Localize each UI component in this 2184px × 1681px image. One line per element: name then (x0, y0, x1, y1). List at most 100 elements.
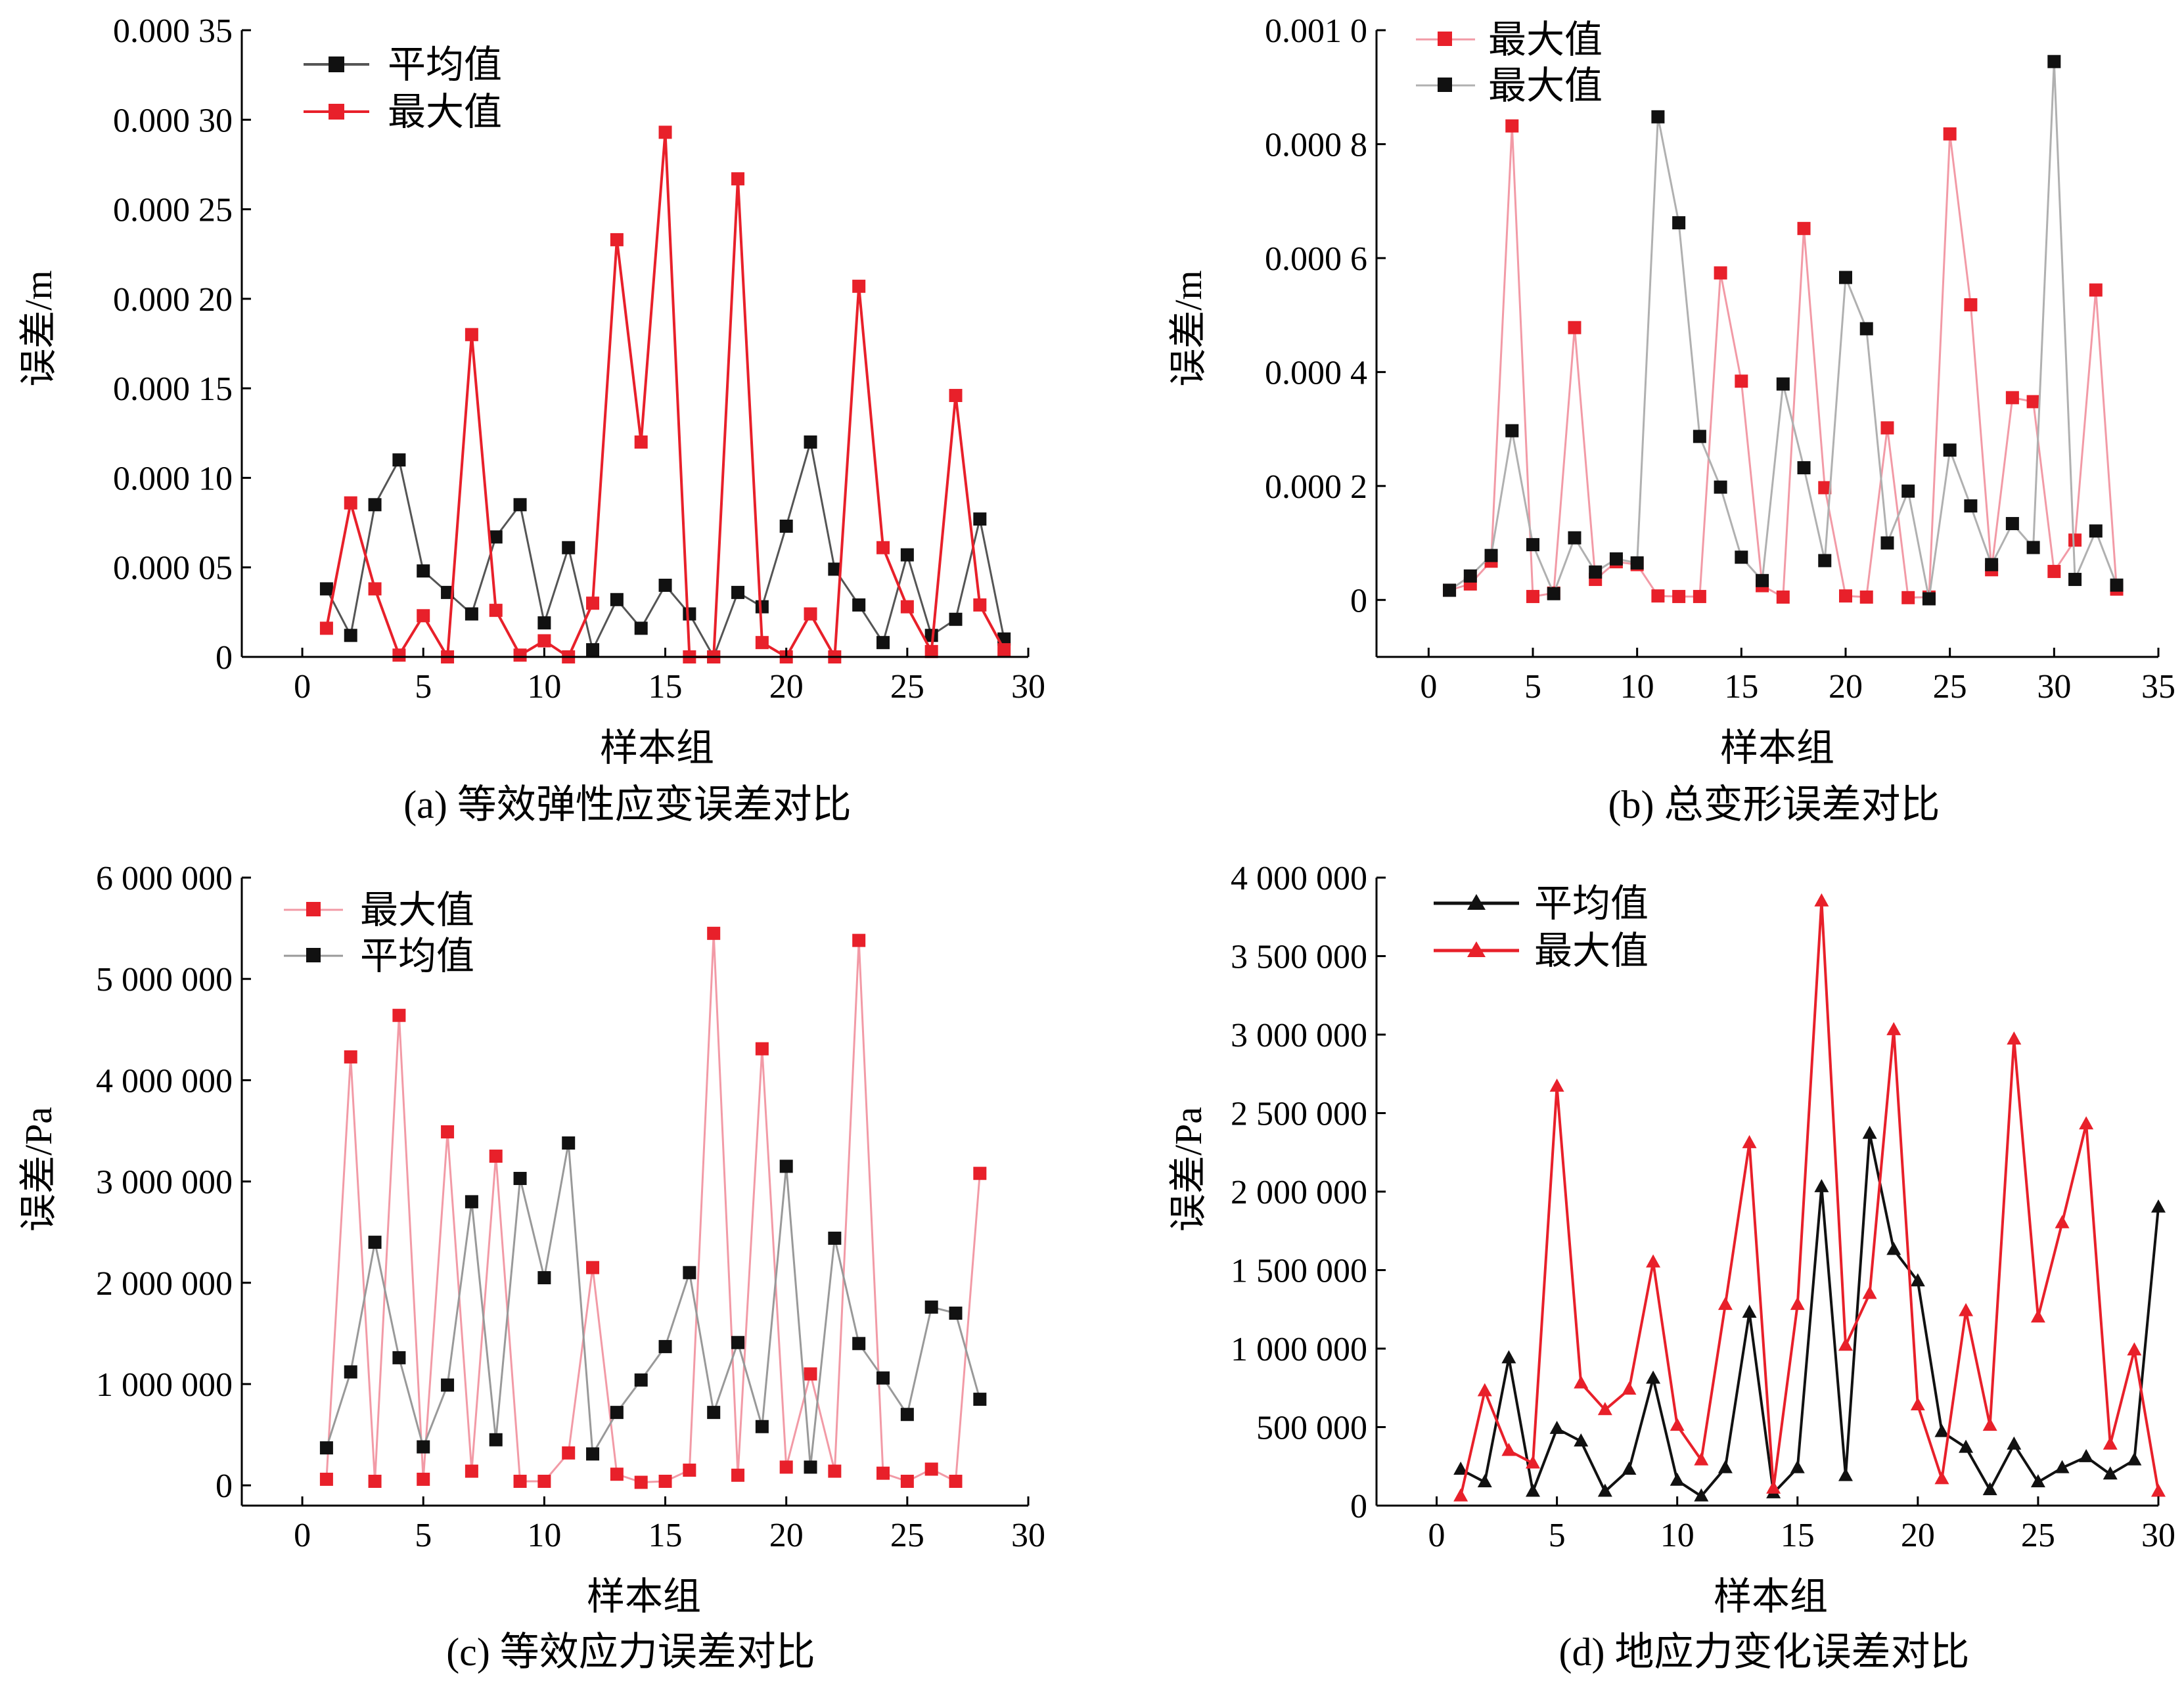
data-point (1934, 1423, 1949, 1437)
y-tick-label: 2 500 000 (1231, 1096, 1367, 1133)
data-point (1672, 590, 1686, 604)
data-point (2005, 391, 2019, 405)
data-point (586, 1447, 600, 1461)
legend-marker-series-2 (306, 948, 321, 962)
data-point (489, 1433, 503, 1446)
y-axis-label: 误差/m (1167, 270, 1210, 386)
x-tick-label: 25 (890, 668, 924, 706)
data-point (344, 496, 357, 510)
panel-d: 误差/Pa 样本组 (d) 地应力变化误差对比 平均值 最大值 0 500 000… (1167, 860, 2175, 1674)
data-point (683, 1266, 696, 1280)
legend-marker-series-1 (329, 56, 344, 72)
data-point (344, 629, 357, 642)
data-point (417, 1472, 430, 1486)
data-point (537, 1271, 551, 1285)
data-point (1718, 1460, 1733, 1473)
y-tick-label: 2 000 000 (1231, 1174, 1367, 1211)
data-point (2047, 55, 2061, 68)
x-tick-label: 5 (415, 668, 432, 706)
legend-label-series-1: 平均值 (388, 43, 502, 86)
data-point (1910, 1273, 1925, 1287)
data-point (731, 1335, 745, 1349)
data-point (1964, 298, 1978, 312)
data-point (2151, 1199, 2166, 1213)
x-tick-label: 20 (1829, 668, 1863, 706)
legend: 平均值 最大值 (304, 43, 502, 133)
series-2 (1453, 893, 2166, 1502)
data-point (586, 1261, 600, 1274)
data-point (1901, 484, 1915, 498)
data-point (319, 1472, 333, 1486)
data-point (417, 564, 430, 578)
series-2 (1443, 55, 2124, 606)
y-tick-label: 6 000 000 (96, 860, 233, 897)
x-tick-label: 0 (1420, 668, 1437, 706)
legend-marker-series-1 (1438, 32, 1452, 46)
data-point (2030, 1309, 2045, 1323)
data-point (392, 453, 406, 467)
data-point (610, 1468, 624, 1481)
legend: 最大值 平均值 (284, 889, 474, 977)
data-point (319, 1441, 333, 1455)
data-point (1597, 1483, 1612, 1497)
data-point (465, 1195, 478, 1209)
series-layer (1453, 893, 2166, 1502)
legend: 最大值 最大值 (1416, 18, 1603, 107)
data-point (1526, 538, 1539, 552)
data-point (1670, 1418, 1685, 1431)
data-point (465, 607, 478, 621)
data-point (1477, 1474, 1492, 1488)
legend-marker-series-2 (1467, 941, 1486, 957)
data-point (319, 621, 333, 635)
legend-label-series-1: 最大值 (1488, 18, 1603, 61)
panel-a: 误差/m 样本组 (a) 等效弹性应变误差对比 平均值 最大值 0 0.000 0… (17, 12, 1045, 826)
y-tick-label: 1 000 000 (1231, 1331, 1367, 1368)
data-point (973, 1393, 987, 1406)
data-point (1880, 421, 1894, 435)
data-point (1651, 110, 1665, 123)
data-point (562, 541, 576, 554)
panel-b: 误差/m 样本组 (b) 总变形误差对比 最大值 最大值 0 0.000 2 0.0… (1167, 12, 2175, 826)
data-point (1742, 1134, 1757, 1148)
data-point (1646, 1370, 1661, 1384)
y-tick-label: 0.000 05 (113, 550, 233, 587)
y-tick-label: 3 000 000 (96, 1164, 233, 1201)
data-point (1814, 1178, 1829, 1192)
data-point (804, 435, 817, 449)
data-point (2026, 395, 2040, 409)
data-point (1814, 893, 1829, 907)
data-point (465, 328, 478, 342)
data-point (2068, 573, 2082, 587)
data-point (1526, 1483, 1540, 1497)
data-point (876, 1466, 890, 1480)
legend-label-series-1: 平均值 (1534, 882, 1649, 925)
y-tick-label: 0.000 30 (113, 102, 233, 139)
series-2 (319, 125, 1011, 663)
x-axis-label: 样本组 (1720, 727, 1834, 769)
data-point (658, 578, 672, 592)
data-point (368, 1474, 382, 1488)
data-point (1776, 590, 1790, 604)
data-point (344, 1365, 357, 1379)
data-point (1693, 590, 1706, 604)
data-point (1574, 1375, 1589, 1389)
data-point (924, 1462, 938, 1476)
data-point (804, 607, 817, 621)
data-point (1547, 587, 1560, 600)
legend-label-series-2: 最大值 (1488, 64, 1603, 107)
data-point (1477, 1383, 1492, 1397)
x-tick-label: 30 (2037, 668, 2071, 706)
data-point (1549, 1420, 1564, 1434)
data-point (319, 582, 333, 596)
data-point (634, 1373, 648, 1387)
y-axis-label: 误差/m (17, 270, 60, 386)
data-point (949, 1474, 963, 1488)
x-tick-label: 20 (1901, 1517, 1935, 1554)
panel-caption: (c) 等效应力误差对比 (446, 1630, 815, 1674)
data-point (2068, 533, 2082, 547)
data-point (1910, 1397, 1925, 1411)
data-point (852, 1337, 866, 1351)
data-point (586, 596, 600, 610)
data-point (683, 1464, 696, 1477)
